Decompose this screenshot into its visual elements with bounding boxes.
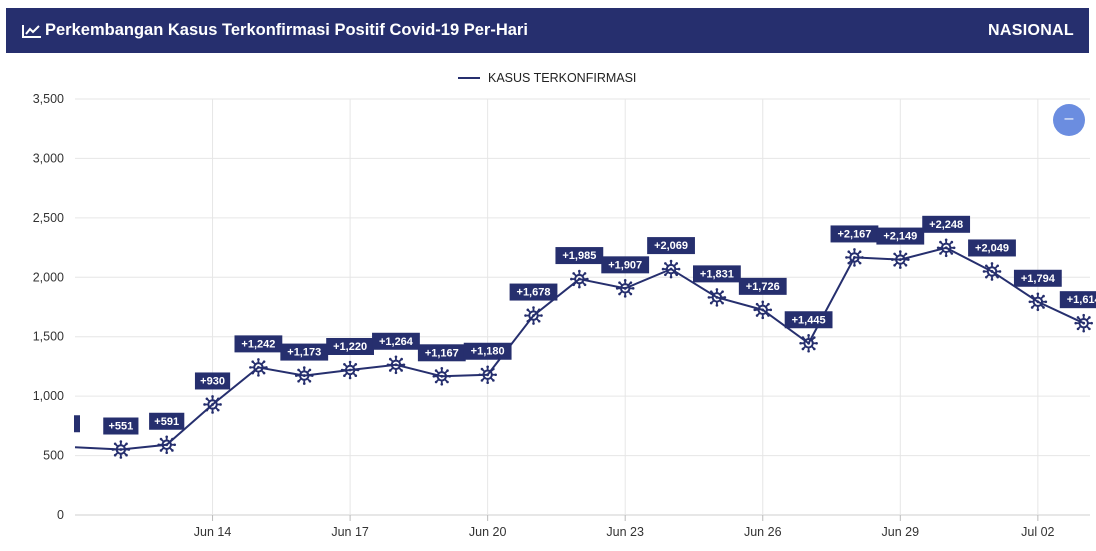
virus-icon [935, 237, 957, 259]
line-chart-icon [22, 24, 41, 38]
data-label-box [738, 277, 787, 295]
virus-icon [385, 354, 407, 376]
data-label-box [194, 372, 231, 390]
data-label: +1,907 [608, 259, 642, 271]
data-label: +1,242 [241, 338, 275, 350]
scope-label: NASIONAL [988, 22, 1074, 39]
virus-icon [1027, 291, 1049, 313]
virus-icon [981, 261, 1003, 282]
legend-line-swatch [458, 77, 480, 79]
y-tick-label: 2,000 [33, 270, 64, 284]
virus-icon [523, 305, 544, 326]
virus-icon [1073, 312, 1094, 334]
data-label-box [784, 311, 833, 329]
data-label: +1,678 [517, 287, 551, 299]
data-label: +591 [154, 416, 179, 428]
data-label: +1,167 [425, 347, 459, 359]
x-tick-label: Jun 29 [882, 525, 920, 539]
x-tick-label: Jul 02 [1021, 525, 1054, 539]
data-label-box-clipped [74, 415, 80, 433]
data-label-box [693, 265, 741, 283]
y-tick-label: 3,500 [33, 92, 64, 106]
data-label: +551 [108, 421, 133, 433]
data-label: +1,985 [562, 250, 596, 262]
data-label: +1,794 [1021, 273, 1056, 285]
data-label-box [280, 343, 329, 361]
virus-icon [614, 278, 636, 299]
data-label-box [326, 337, 374, 355]
y-tick-label: 1,000 [33, 389, 64, 403]
data-label: +1,726 [746, 281, 780, 293]
data-label: +1,831 [700, 268, 734, 280]
zoom-out-button[interactable]: – [1053, 104, 1085, 136]
data-label-box [601, 256, 650, 274]
data-label: +1,220 [333, 341, 367, 353]
data-label-box [509, 283, 558, 301]
x-tick-label: Jun 14 [194, 525, 232, 539]
legend-label: KASUS TERKONFIRMASI [488, 71, 637, 85]
virus-icon [339, 359, 361, 381]
virus-icon [660, 258, 682, 280]
virus-icon [569, 268, 590, 290]
data-label-box [647, 237, 695, 255]
data-label-box [1013, 269, 1062, 287]
x-tick-label: Jun 20 [469, 525, 507, 539]
virus-icon [110, 439, 132, 460]
data-label-box [830, 225, 879, 243]
data-label-box [922, 215, 971, 233]
data-label-box [968, 239, 1016, 257]
data-label: +2,167 [837, 228, 871, 240]
data-label-box [1059, 291, 1096, 309]
data-label-box [876, 227, 925, 245]
header-title-group: Perkembangan Kasus Terkonfirmasi Positif… [22, 8, 528, 53]
minus-icon: – [1064, 110, 1074, 127]
virus-icon [752, 299, 774, 321]
data-label: +2,149 [883, 231, 917, 243]
data-label: +1,614 [1067, 294, 1096, 306]
virus-icon [431, 365, 453, 387]
virus-icon [890, 249, 911, 270]
data-label-box [555, 247, 604, 265]
y-tick-label: 2,500 [33, 211, 64, 225]
virus-icon [293, 365, 315, 386]
data-label-box [372, 332, 420, 350]
virus-icon [706, 287, 728, 308]
y-tick-label: 0 [57, 508, 64, 522]
x-tick-label: Jun 17 [331, 525, 369, 539]
data-label: +2,049 [975, 242, 1009, 254]
data-label-box [417, 344, 466, 362]
virus-icon [156, 434, 177, 456]
data-label-box [149, 412, 185, 430]
series-line-kasus [74, 246, 1085, 451]
data-label: +1,180 [471, 346, 505, 358]
chart-legend[interactable]: KASUS TERKONFIRMASI [458, 71, 636, 85]
y-tick-label: 1,500 [33, 330, 64, 344]
y-tick-label: 500 [43, 449, 64, 463]
virus-icon [202, 394, 223, 415]
y-tick-label: 3,000 [33, 151, 64, 165]
virus-icon [844, 247, 865, 268]
data-label-box [234, 335, 283, 353]
data-label: +1,264 [379, 336, 414, 348]
page-title: Perkembangan Kasus Terkonfirmasi Positif… [45, 21, 528, 39]
data-label: +2,069 [654, 240, 688, 252]
data-label: +2,248 [929, 219, 963, 231]
virus-icon [248, 357, 269, 378]
data-label: +1,173 [287, 347, 321, 359]
data-label-box [103, 417, 139, 435]
x-tick-label: Jun 23 [606, 525, 644, 539]
data-label-box [463, 342, 512, 360]
data-label: +930 [200, 375, 225, 387]
virus-icon [477, 364, 498, 386]
virus-icon [798, 332, 819, 354]
x-tick-label: Jun 26 [744, 525, 782, 539]
chart-header: Perkembangan Kasus Terkonfirmasi Positif… [6, 8, 1089, 53]
data-label: +1,445 [792, 314, 826, 326]
